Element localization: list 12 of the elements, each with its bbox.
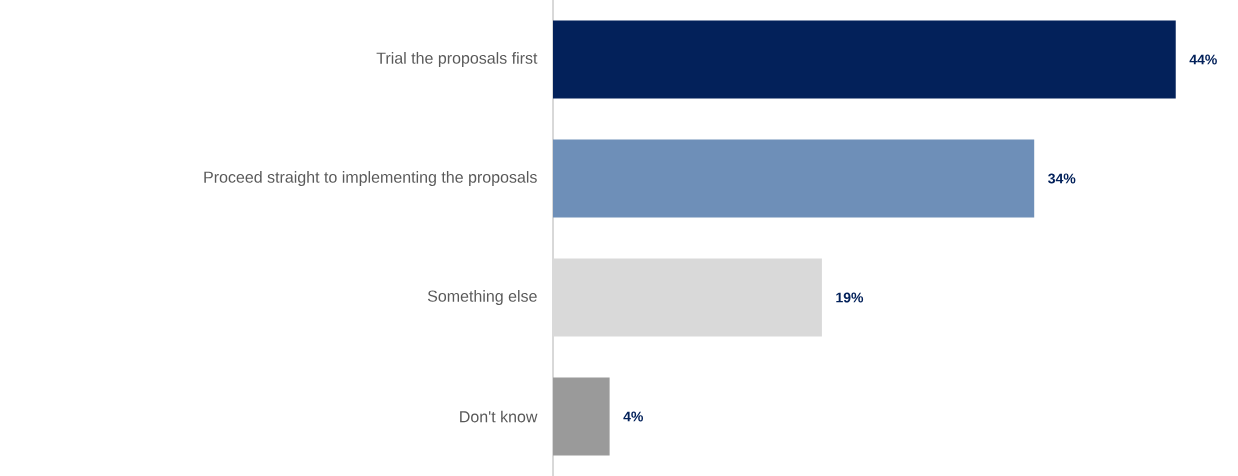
y-tick-label: Trial the proposals first — [376, 52, 538, 67]
y-tick-label: Don't know — [460, 410, 538, 423]
data-label: 34% — [1048, 173, 1076, 184]
y-tick-label: Something else — [427, 290, 537, 305]
bar — [553, 377, 610, 456]
bar — [553, 20, 1176, 99]
data-label: 19% — [836, 292, 864, 303]
data-label: 44% — [1189, 54, 1217, 65]
data-label: 4% — [623, 411, 644, 422]
y-tick-label: Proceed straight to implementing the proposals — [204, 171, 537, 186]
bar — [553, 258, 822, 337]
bar — [553, 139, 1035, 218]
